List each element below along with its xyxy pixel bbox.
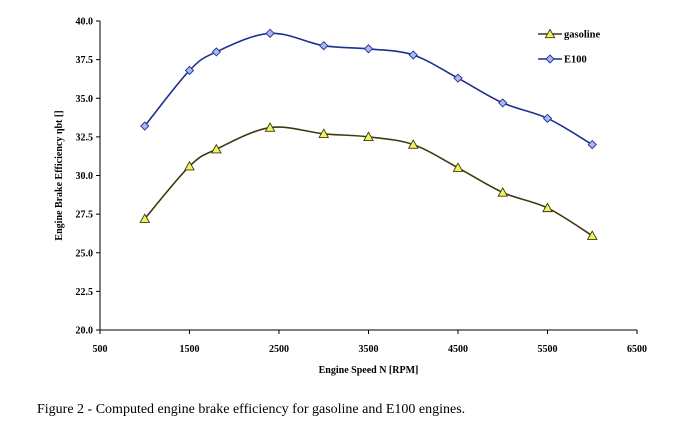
e100-data-point <box>265 28 275 38</box>
gasoline-data-point <box>139 213 151 223</box>
e100-data-point <box>211 47 221 57</box>
e100-data-point <box>453 73 463 83</box>
line-chart: 20.0 22.5 25.0 27.5 30.0 32.5 35.0 37.5 40.0 500 1… <box>54 17 647 377</box>
x-tick-label: 500 <box>93 344 108 355</box>
gasoline-data-point <box>264 122 276 132</box>
e100-data-point <box>140 121 150 131</box>
y-tick-label: 37.5 <box>76 55 94 66</box>
y-tick-label: 32.5 <box>76 132 94 143</box>
y-tick-label: 40.0 <box>76 17 94 28</box>
e100-data-point <box>498 98 508 108</box>
gasoline-data-point <box>184 160 195 171</box>
e100-data-point <box>408 50 418 60</box>
legend-marker-gasoline <box>544 28 556 39</box>
e100-data-point <box>184 65 195 76</box>
legend-label-gasoline: gasoline <box>564 30 601 41</box>
x-tick-label: 6500 <box>627 344 647 355</box>
gasoline-data-point <box>363 131 374 142</box>
gasoline-series-line <box>144 126 593 237</box>
e100-data-point <box>363 44 374 54</box>
legend-label-e100: E100 <box>564 55 587 66</box>
chart-series <box>139 28 598 240</box>
gasoline-data-point <box>497 186 509 197</box>
e100-data-point <box>587 139 597 150</box>
y-axis-title: Engine Brake Efficiency ηbt [] <box>54 110 65 240</box>
y-tick-label: 35.0 <box>76 94 94 105</box>
figure-caption: Figure 2 - Computed engine brake efficie… <box>37 402 466 417</box>
x-tick-label: 5500 <box>538 344 558 355</box>
y-tick-label: 20.0 <box>76 326 94 337</box>
x-tick-label: 2500 <box>269 344 289 355</box>
x-tick-label: 1500 <box>180 344 200 355</box>
gasoline-data-point <box>210 143 222 154</box>
gasoline-data-point <box>586 230 598 240</box>
e100-data-point <box>319 41 329 51</box>
chart-axes: 20.0 22.5 25.0 27.5 30.0 32.5 35.0 37.5 40.0 500 1… <box>54 17 647 377</box>
gasoline-data-point <box>452 162 464 172</box>
x-tick-label: 4500 <box>448 344 468 355</box>
legend-marker-e100 <box>545 54 555 64</box>
gasoline-data-point <box>407 139 419 149</box>
x-tick-label: 3500 <box>359 344 379 355</box>
chart-legend: gasoline E100 <box>538 28 601 66</box>
y-tick-label: 27.5 <box>76 210 94 221</box>
gasoline-data-point <box>542 202 553 213</box>
y-tick-label: 30.0 <box>76 171 94 182</box>
x-axis-title: Engine Speed N [RPM] <box>319 365 419 376</box>
gasoline-data-point <box>318 128 330 138</box>
e100-data-point <box>542 113 553 123</box>
y-tick-label: 22.5 <box>76 287 94 298</box>
y-tick-label: 25.0 <box>76 248 94 259</box>
